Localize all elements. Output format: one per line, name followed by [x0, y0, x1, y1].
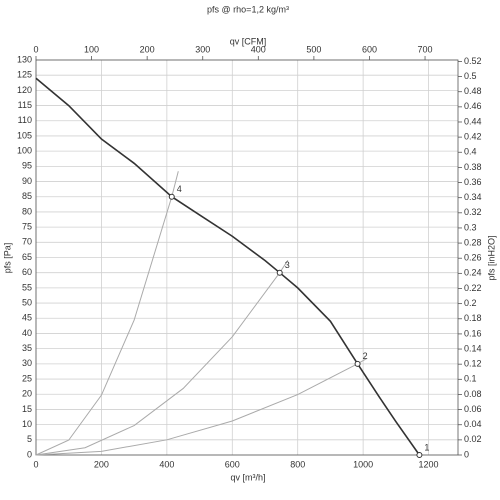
y2-tick-label: 0.02 [464, 434, 482, 444]
y-tick-label: 35 [22, 343, 32, 353]
y2-tick-label: 0.08 [464, 389, 482, 399]
x-axis-title: qv [m³/h] [230, 472, 265, 482]
y-tick-label: 20 [22, 389, 32, 399]
chart-title: pfs @ rho=1,2 kg/m³ [207, 4, 289, 14]
y2-tick-label: 0.14 [464, 343, 482, 353]
y2-tick-label: 0.38 [464, 162, 482, 172]
x-tick-label: 1000 [353, 459, 373, 469]
y-tick-label: 0 [27, 449, 32, 459]
x-tick-label: 1200 [419, 459, 439, 469]
system-curve [35, 171, 179, 456]
x-tick-label: 800 [290, 459, 305, 469]
y-tick-label: 65 [22, 252, 32, 262]
y-tick-label: 125 [17, 70, 32, 80]
x2-tick-label: 400 [251, 44, 266, 54]
operating-point [168, 193, 175, 200]
x-tick-label: 0 [33, 459, 38, 469]
x2-tick-label: 300 [195, 44, 210, 54]
y-tick-label: 95 [22, 161, 32, 171]
system-curve [35, 358, 367, 456]
y2-tick-label: 0.12 [464, 359, 482, 369]
x2-tick-label: 200 [140, 44, 155, 54]
y2-tick-label: 0.22 [464, 283, 482, 293]
y2-tick-label: 0.36 [464, 177, 482, 187]
y2-axis-title: pfs [inH2O] [486, 235, 496, 280]
point-label: 1 [424, 442, 429, 452]
y-tick-label: 105 [17, 130, 32, 140]
y-tick-label: 50 [22, 297, 32, 307]
y-tick-label: 75 [22, 221, 32, 231]
y2-tick-label: 0.52 [464, 56, 482, 66]
x-tick-label: 400 [159, 459, 174, 469]
y2-tick-label: 0.26 [464, 253, 482, 263]
operating-point [276, 269, 283, 276]
y-tick-label: 70 [22, 237, 32, 247]
x2-tick-label: 700 [418, 44, 433, 54]
y-tick-label: 30 [22, 358, 32, 368]
y-tick-label: 85 [22, 191, 32, 201]
point-label: 4 [177, 184, 182, 194]
y2-tick-label: 0.24 [464, 268, 482, 278]
y2-tick-label: 0.28 [464, 237, 482, 247]
system-curve [35, 259, 289, 456]
operating-point [354, 360, 361, 367]
operating-point [416, 452, 423, 458]
y-axis-title: pfs [Pa] [2, 243, 12, 274]
x2-tick-label: 100 [84, 44, 99, 54]
y2-tick-label: 0.18 [464, 313, 482, 323]
point-label: 3 [285, 260, 290, 270]
x-tick-label: 600 [225, 459, 240, 469]
y-tick-label: 15 [22, 404, 32, 414]
y2-tick-label: 0.46 [464, 101, 482, 111]
y-tick-label: 5 [27, 434, 32, 444]
y-tick-label: 115 [18, 100, 32, 110]
y-tick-label: 60 [22, 267, 32, 277]
y2-tick-label: 0.32 [464, 207, 482, 217]
y2-tick-label: 0 [464, 449, 469, 459]
point-label: 2 [363, 351, 368, 361]
fan-curve [35, 77, 421, 456]
x2-tick-label: 0 [33, 44, 38, 54]
y-tick-label: 90 [22, 176, 32, 186]
y-tick-label: 80 [22, 206, 32, 216]
y-tick-label: 110 [18, 115, 32, 125]
y2-tick-label: 0.1 [464, 374, 477, 384]
y-tick-label: 45 [22, 313, 32, 323]
y2-tick-label: 0.48 [464, 86, 482, 96]
y2-tick-label: 0.34 [464, 192, 482, 202]
y-tick-label: 130 [17, 54, 32, 64]
plot-frame [35, 59, 459, 456]
y2-tick-label: 0.16 [464, 328, 482, 338]
y2-tick-label: 0.04 [464, 419, 482, 429]
x2-axis-title: qv [CFM] [230, 36, 267, 46]
x2-tick-label: 500 [306, 44, 321, 54]
y-tick-label: 25 [22, 373, 32, 383]
y-tick-label: 55 [22, 282, 32, 292]
y-tick-label: 120 [17, 85, 32, 95]
y2-tick-label: 0.3 [464, 222, 477, 232]
y2-tick-label: 0.5 [464, 71, 477, 81]
y2-tick-label: 0.06 [464, 404, 482, 414]
y2-tick-label: 0.44 [464, 116, 482, 126]
x2-tick-label: 600 [362, 44, 377, 54]
y2-tick-label: 0.4 [464, 147, 477, 157]
y-tick-label: 10 [22, 419, 32, 429]
y2-tick-label: 0.42 [464, 131, 482, 141]
x-tick-label: 200 [94, 459, 109, 469]
y-tick-label: 100 [17, 146, 32, 156]
y2-tick-label: 0.2 [464, 298, 477, 308]
y-tick-label: 40 [22, 328, 32, 338]
